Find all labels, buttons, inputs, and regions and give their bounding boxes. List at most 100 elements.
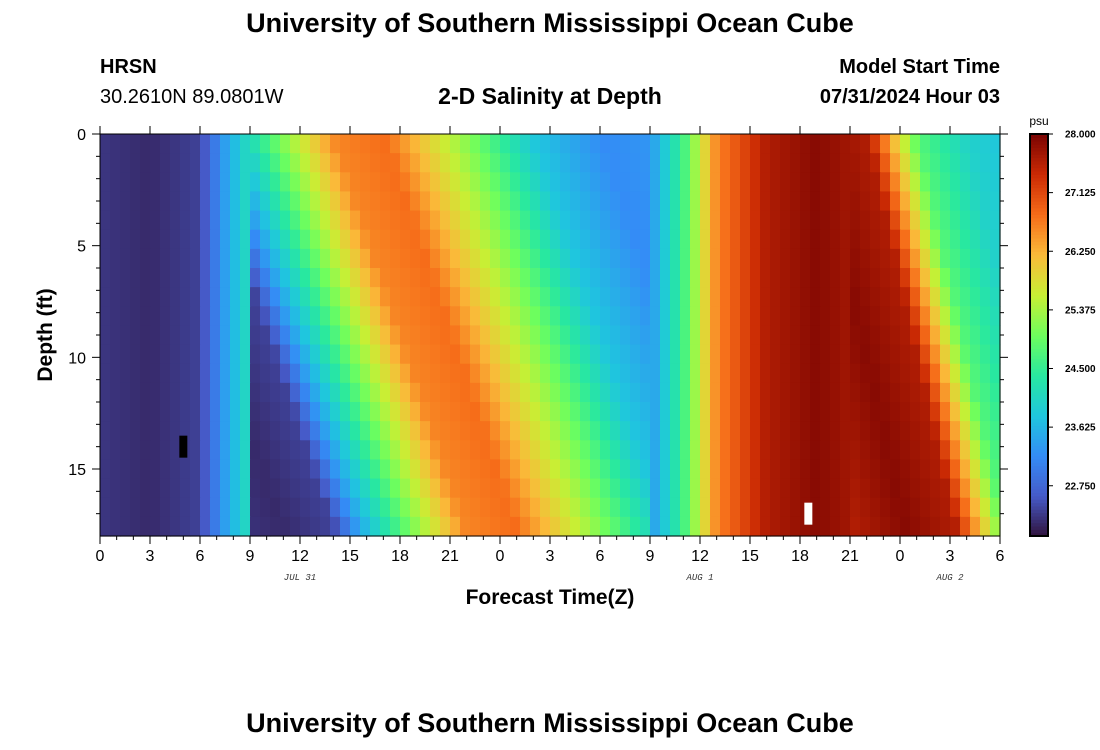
heatmap-cell — [780, 516, 791, 537]
heatmap-cell — [500, 210, 511, 231]
heatmap-cell — [910, 172, 921, 193]
heatmap-cell — [720, 497, 731, 518]
heatmap-cell — [140, 440, 151, 461]
heatmap-cell — [530, 478, 541, 499]
heatmap-cell — [370, 459, 381, 480]
heatmap-cell — [800, 153, 811, 173]
heatmap-cell — [830, 287, 841, 307]
heatmap-cell — [780, 325, 791, 346]
heatmap-cell — [370, 344, 381, 365]
heatmap-cell — [760, 478, 771, 499]
heatmap-cell — [540, 382, 551, 403]
heatmap-cell — [990, 363, 1001, 384]
heatmap-cell — [490, 134, 501, 154]
y-tick-label: 0 — [77, 127, 86, 144]
heatmap-cell — [510, 478, 521, 499]
heatmap-cell — [520, 153, 531, 173]
heatmap-cell — [690, 134, 701, 154]
heatmap-cell — [930, 497, 941, 518]
heatmap-cell — [160, 172, 171, 193]
heatmap-cell — [310, 440, 321, 461]
heatmap-cell — [460, 248, 471, 269]
heatmap-cell — [900, 516, 911, 537]
heatmap-cell — [890, 497, 901, 518]
heatmap-cell — [580, 210, 591, 231]
heatmap-cell — [840, 402, 851, 422]
heatmap-cell — [160, 248, 171, 269]
heatmap-cell — [670, 210, 681, 231]
heatmap-cell — [910, 268, 921, 288]
heatmap-cell — [120, 248, 131, 269]
heatmap-cell — [560, 516, 571, 537]
heatmap-cell — [700, 172, 711, 193]
heatmap-cell — [450, 478, 461, 499]
heatmap-cell — [270, 287, 281, 307]
heatmap-cell — [350, 421, 361, 441]
heatmap-cell — [640, 402, 651, 422]
heatmap-cell — [340, 497, 351, 518]
heatmap-cell — [230, 268, 241, 288]
heatmap-cell — [170, 440, 181, 461]
heatmap-cell — [620, 248, 631, 269]
heatmap-cell — [710, 153, 721, 173]
heatmap-cell — [860, 478, 871, 499]
heatmap-cell — [400, 459, 411, 480]
heatmap-cell — [340, 440, 351, 461]
heatmap-cell — [960, 229, 971, 250]
y-tick-label: 15 — [68, 462, 86, 479]
heatmap-cell — [240, 172, 251, 193]
heatmap-cell — [670, 248, 681, 269]
heatmap-cell — [570, 287, 581, 307]
heatmap-cell — [590, 478, 601, 499]
heatmap-cell — [460, 363, 471, 384]
heatmap-cell — [350, 248, 361, 269]
heatmap-cell — [200, 172, 211, 193]
heatmap-cell — [740, 172, 751, 193]
colorbar-segment — [1030, 157, 1048, 162]
colorbar-segment — [1030, 415, 1048, 420]
heatmap-cell — [230, 153, 241, 173]
heatmap-cell — [130, 210, 141, 231]
heatmap-cell — [990, 421, 1001, 441]
heatmap-cell — [470, 287, 481, 307]
heatmap-cell — [760, 402, 771, 422]
heatmap-cell — [890, 229, 901, 250]
heatmap-cell — [180, 172, 191, 193]
heatmap-cell — [380, 516, 391, 537]
heatmap-cell — [130, 229, 141, 250]
heatmap-cell — [700, 287, 711, 307]
heatmap-cell — [320, 248, 331, 269]
heatmap-cell — [200, 287, 211, 307]
heatmap-cell — [710, 268, 721, 288]
heatmap-cell — [620, 172, 631, 193]
heatmap-cell — [130, 421, 141, 441]
heatmap-cell — [790, 459, 801, 480]
heatmap-cell — [410, 478, 421, 499]
heatmap-cell — [240, 344, 251, 365]
heatmap-cell — [510, 268, 521, 288]
heatmap-cell — [480, 382, 491, 403]
heatmap-cell — [540, 268, 551, 288]
heatmap-cell — [760, 287, 771, 307]
colorbar-label: 22.750 — [1065, 481, 1096, 492]
heatmap-cell — [760, 516, 771, 537]
heatmap-cell — [380, 172, 391, 193]
heatmap-cell — [670, 516, 681, 537]
heatmap-cell — [420, 382, 431, 403]
heatmap-cell — [530, 191, 541, 212]
heatmap-cell — [980, 268, 991, 288]
heatmap-cell — [280, 172, 291, 193]
heatmap-cell — [200, 344, 211, 365]
heatmap-cell — [550, 478, 561, 499]
heatmap-cell — [470, 440, 481, 461]
heatmap-cell — [760, 382, 771, 403]
heatmap-cell — [110, 497, 121, 518]
colorbar-segment — [1030, 435, 1048, 440]
heatmap-cell — [520, 325, 531, 346]
heatmap-cell — [550, 210, 561, 231]
heatmap-cell — [670, 153, 681, 173]
heatmap-cell — [470, 153, 481, 173]
heatmap-cell — [590, 363, 601, 384]
heatmap-cell — [840, 344, 851, 365]
heatmap-cell — [210, 382, 221, 403]
